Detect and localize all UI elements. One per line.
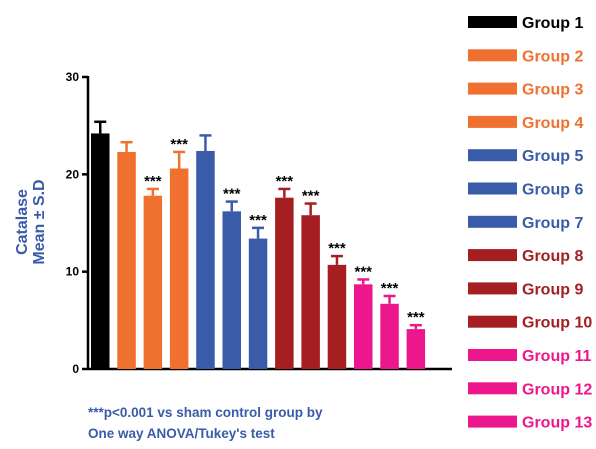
legend-item-4: Group 4: [468, 115, 583, 132]
legend-swatch-9: [468, 282, 517, 295]
bar-5: [196, 150, 215, 369]
bar-group-1: [91, 120, 110, 369]
legend-swatch-10: [468, 315, 517, 328]
significance-marker-7: ***: [249, 212, 267, 229]
legend-swatch-7: [468, 215, 517, 228]
legend-label-8: Group 8: [522, 248, 583, 265]
legend-swatch-5: [468, 149, 517, 162]
significance-marker-9: ***: [302, 188, 320, 205]
legend-item-7: Group 7: [468, 215, 583, 232]
bars: *** *** *** *** *** *** *** *** *** ***: [91, 120, 426, 369]
legend-swatch-12: [468, 382, 517, 395]
significance-marker-12: ***: [381, 280, 399, 297]
bar-4: [169, 168, 189, 369]
legend-label-12: Group 12: [522, 381, 592, 398]
y-axis-label-line2: Mean ± S.D: [31, 179, 48, 264]
y-tick-label-10: 10: [66, 265, 80, 279]
bar-7: [248, 238, 268, 369]
significance-marker-11: ***: [354, 263, 372, 280]
legend-label-11: Group 11: [522, 348, 591, 365]
bar-9: [301, 215, 320, 369]
bar-13: [406, 329, 426, 369]
significance-marker-6: ***: [223, 186, 241, 203]
significance-marker-13: ***: [407, 309, 425, 326]
legend-item-5: Group 5: [468, 148, 583, 165]
bar-group-6: ***: [222, 186, 241, 369]
legend-item-3: Group 3: [468, 82, 583, 99]
bar-11: [354, 284, 373, 369]
y-tick-label-30: 30: [66, 70, 80, 84]
bar-8: [275, 197, 294, 369]
bar-10: [327, 264, 347, 369]
legend-swatch-1: [468, 16, 517, 28]
legend-swatch-2: [468, 49, 517, 62]
legend: Group 1 Group 2 Group 3 Group 4 Group 5 Group…: [468, 15, 592, 432]
legend-swatch-13: [468, 415, 517, 428]
bar-6: [222, 211, 241, 369]
bar-group-4: ***: [169, 136, 189, 369]
bar-group-12: ***: [380, 280, 399, 369]
bar-group-7: ***: [248, 212, 268, 369]
legend-label-9: Group 9: [522, 281, 583, 298]
legend-label-3: Group 3: [522, 82, 583, 99]
footnote: ***p<0.001 vs sham control group by One …: [88, 405, 323, 441]
y-axis-label-line1: Catalase: [14, 189, 31, 255]
bar-group-10: ***: [327, 240, 347, 369]
legend-item-13: Group 13: [468, 415, 592, 432]
bar-group-9: ***: [301, 188, 320, 369]
y-axis-label: Catalase Mean ± S.D: [14, 179, 48, 264]
significance-marker-10: ***: [328, 240, 346, 257]
bar-group-3: ***: [143, 173, 163, 369]
legend-label-4: Group 4: [522, 115, 583, 132]
bar-group-8: ***: [275, 173, 294, 369]
significance-marker-4: ***: [170, 136, 188, 153]
bar-group-5: [196, 134, 215, 369]
legend-item-1: Group 1: [468, 15, 583, 32]
legend-swatch-11: [468, 349, 517, 361]
legend-item-10: Group 10: [468, 315, 592, 332]
bar-group-13: ***: [406, 309, 426, 369]
footnote-line1: ***p<0.001 vs sham control group by: [88, 405, 323, 420]
bar-group-11: ***: [354, 263, 373, 369]
bar-3: [143, 195, 163, 369]
legend-item-11: Group 11: [468, 348, 591, 365]
legend-label-7: Group 7: [522, 215, 583, 232]
legend-swatch-8: [468, 249, 517, 262]
legend-item-8: Group 8: [468, 248, 583, 265]
legend-item-12: Group 12: [468, 381, 592, 398]
legend-item-2: Group 2: [468, 48, 583, 65]
y-tick-label-20: 20: [66, 167, 80, 181]
bar-group-2: [117, 140, 136, 369]
bar-12: [380, 303, 399, 369]
legend-label-6: Group 6: [522, 182, 583, 199]
legend-label-1: Group 1: [522, 15, 583, 32]
legend-item-6: Group 6: [468, 182, 583, 199]
legend-item-9: Group 9: [468, 281, 583, 298]
legend-swatch-6: [468, 182, 517, 195]
legend-label-13: Group 13: [522, 415, 592, 432]
y-tick-label-0: 0: [72, 362, 79, 376]
legend-label-2: Group 2: [522, 48, 583, 65]
legend-label-5: Group 5: [522, 148, 583, 165]
bar-1: [91, 133, 110, 369]
significance-marker-3: ***: [144, 173, 162, 190]
bar-2: [117, 151, 136, 369]
footnote-line2: One way ANOVA/Tukey's test: [88, 426, 275, 441]
legend-swatch-3: [468, 82, 517, 95]
legend-label-10: Group 10: [522, 315, 592, 332]
legend-swatch-4: [468, 115, 517, 128]
significance-marker-8: ***: [276, 173, 294, 190]
